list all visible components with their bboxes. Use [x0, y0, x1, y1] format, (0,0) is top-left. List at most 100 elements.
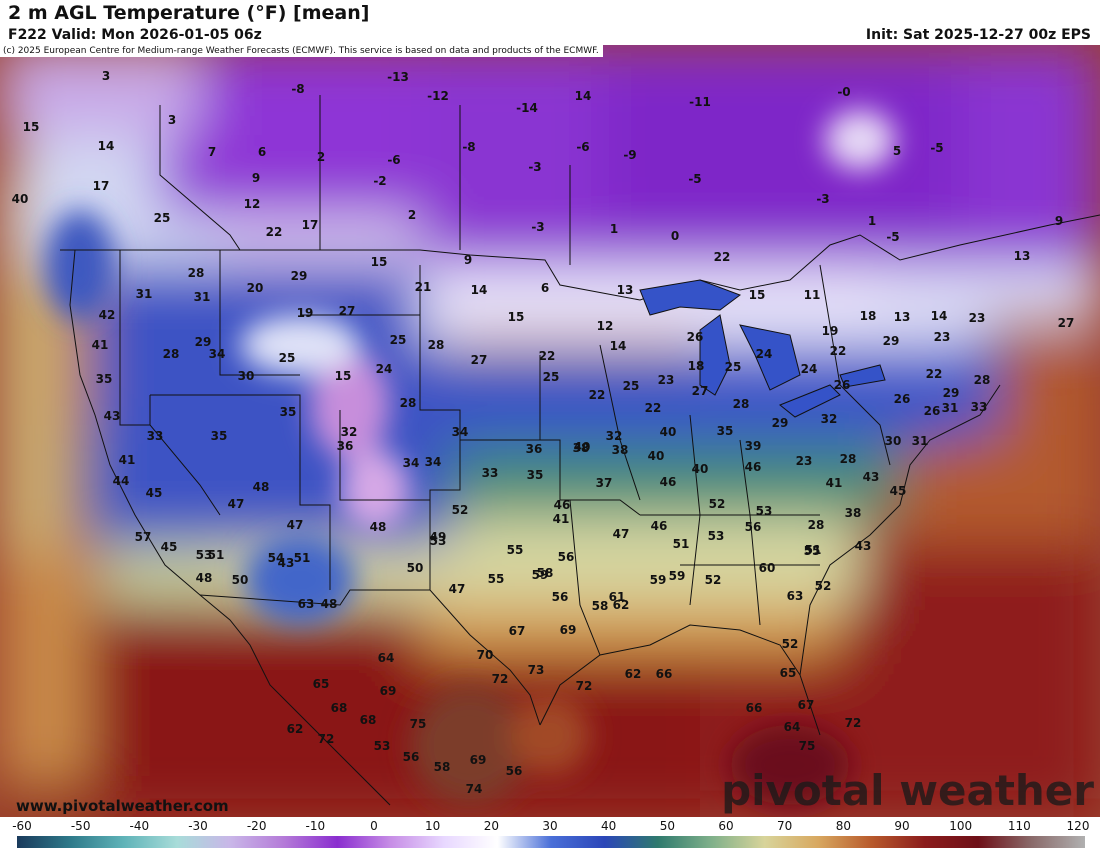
temperature-value: 15 [335, 369, 352, 383]
temperature-value: 12 [597, 319, 614, 333]
temperature-value: 69 [380, 684, 397, 698]
temperature-value: 41 [553, 512, 570, 526]
temperature-value: 35 [211, 429, 228, 443]
temperature-value: 24 [801, 362, 818, 376]
temperature-value: 24 [376, 362, 393, 376]
temperature-value: 53 [708, 529, 725, 543]
temperature-value: 29 [772, 416, 789, 430]
temperature-value: 62 [625, 667, 642, 681]
temperature-value: 69 [560, 623, 577, 637]
colorbar: -60 -50 -40 -30 -20 -10 0 10 20 30 40 50 60 70 80 90 100… [0, 817, 1100, 850]
temperature-value: 65 [313, 677, 330, 691]
temperature-value: 69 [470, 753, 487, 767]
temperature-value: 25 [390, 333, 407, 347]
temperature-value: 35 [527, 468, 544, 482]
temperature-value: 26 [687, 330, 704, 344]
temperature-value: 38 [845, 506, 862, 520]
temperature-value: 38 [573, 441, 590, 455]
temperature-value: 46 [651, 519, 668, 533]
temperature-value: 14 [610, 339, 627, 353]
temperature-value: 40 [12, 192, 29, 206]
colorbar-tick: -50 [70, 819, 91, 833]
temperature-value: 31 [136, 287, 153, 301]
temperature-value: 20 [247, 281, 264, 295]
temperature-value: 68 [331, 701, 348, 715]
temperature-value: 64 [378, 651, 395, 665]
temperature-value: 28 [840, 452, 857, 466]
colorbar-tick: -10 [305, 819, 326, 833]
temperature-value: 56 [506, 764, 523, 778]
temperature-value: 29 [883, 334, 900, 348]
temperature-value: 56 [403, 750, 420, 764]
temperature-value: 65 [780, 666, 797, 680]
temperature-value: 59 [650, 573, 667, 587]
colorbar-tick: 40 [601, 819, 617, 833]
colorbar-tick: -30 [188, 819, 208, 833]
temperature-value: 33 [971, 400, 988, 414]
temperature-value: 14 [471, 283, 488, 297]
temperature-value: 18 [860, 309, 877, 323]
header-bar: 2 m AGL Temperature (°F) [mean] F222 Val… [0, 0, 1100, 45]
temperature-value: 31 [194, 290, 211, 304]
temperature-value: 75 [410, 717, 427, 731]
temperature-value: 35 [280, 405, 297, 419]
temperature-value: 5 [893, 144, 901, 158]
colorbar-tick: 80 [835, 819, 851, 833]
temperature-value: 28 [428, 338, 445, 352]
temperature-value: 24 [756, 347, 773, 361]
temperature-value: 15 [749, 288, 766, 302]
temperature-value: -14 [516, 101, 538, 115]
temperature-value: 48 [321, 597, 338, 611]
temperature-value: 31 [942, 401, 959, 415]
temperature-value: 67 [509, 624, 526, 638]
temperature-value: 14 [575, 89, 592, 103]
temperature-value: 53 [430, 534, 447, 548]
site-url[interactable]: www.pivotalweather.com [16, 797, 229, 815]
temperature-value: -9 [623, 148, 636, 162]
temperature-value: 38 [612, 443, 629, 457]
temperature-value: 23 [934, 330, 951, 344]
temperature-value: 2 [408, 208, 416, 222]
temperature-value: 50 [232, 573, 249, 587]
temperature-value: 1 [610, 222, 618, 236]
temperature-value: 25 [279, 351, 296, 365]
temperature-value: 53 [196, 548, 213, 562]
temperature-value: 40 [692, 462, 709, 476]
temperature-map[interactable]: 3 15 14 17 40 25 3 7 6 9 12 22 17 -8 2 -13 -6 -2 2 -12 -14 14… [0, 45, 1100, 817]
temperature-value: 14 [931, 309, 948, 323]
temperature-value: 29 [195, 335, 212, 349]
temperature-value: 64 [784, 720, 801, 734]
temperature-value: 28 [974, 373, 991, 387]
temperature-value: 51 [294, 551, 311, 565]
temperature-value: 3 [102, 69, 110, 83]
temperature-value: 52 [815, 579, 832, 593]
temperature-value: 45 [161, 540, 178, 554]
temperature-value: 68 [360, 713, 377, 727]
temperature-value: -12 [427, 89, 449, 103]
temperature-value: 33 [482, 466, 499, 480]
temperature-value: 25 [725, 360, 742, 374]
temperature-value: 34 [403, 456, 420, 470]
temperature-value: -8 [291, 82, 304, 96]
temperature-value: 34 [452, 425, 469, 439]
temperature-value: 47 [228, 497, 245, 511]
colorbar-tick: 10 [425, 819, 441, 833]
temperature-value: 46 [660, 475, 677, 489]
temperature-value: 35 [717, 424, 734, 438]
temperature-value: -5 [886, 230, 899, 244]
temperature-value: 40 [660, 425, 677, 439]
temperature-value: 45 [890, 484, 907, 498]
colorbar-gradient [17, 836, 1085, 848]
temperature-value: 23 [796, 454, 813, 468]
colorbar-tick: -40 [129, 819, 150, 833]
temperature-value: 14 [98, 139, 115, 153]
temperature-value: 35 [96, 372, 113, 386]
temperature-value: 43 [278, 556, 295, 570]
temperature-value: 72 [576, 679, 593, 693]
temperature-value: 34 [425, 455, 442, 469]
temperature-value: 30 [238, 369, 255, 383]
temperature-value: 15 [23, 120, 40, 134]
temperature-value: 75 [799, 739, 816, 753]
temperature-value: 22 [926, 367, 943, 381]
